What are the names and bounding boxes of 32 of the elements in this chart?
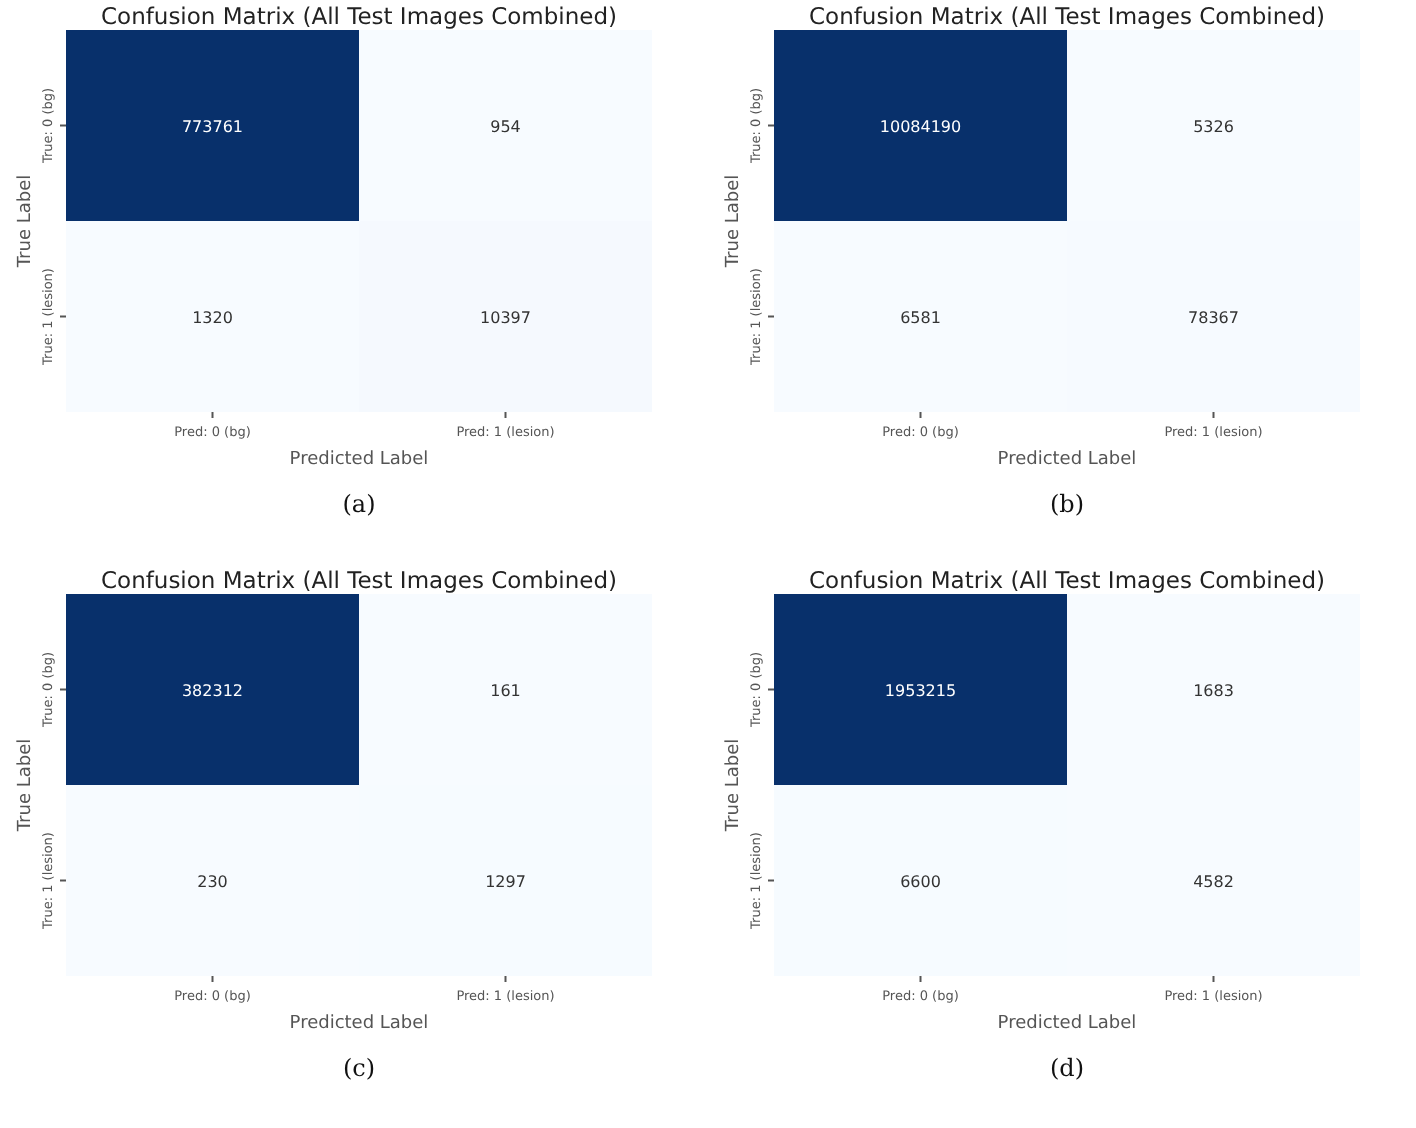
chart-title: Confusion Matrix (All Test Images Combined) <box>809 2 1325 30</box>
data-label: 161 <box>490 681 521 700</box>
chart-title: Confusion Matrix (All Test Images Combined) <box>101 566 617 594</box>
data-label: 382312 <box>181 681 244 700</box>
data-label: 10084190 <box>879 117 962 136</box>
x-axis-title: Predicted Label <box>289 450 429 470</box>
data-label: 10397 <box>480 308 531 327</box>
chart-title: Confusion Matrix (All Test Images Combined) <box>101 2 617 30</box>
text: (d) <box>1049 1054 1085 1082</box>
data-label: 773761 <box>181 117 244 136</box>
y-axis-title: True Label <box>16 174 36 270</box>
y-axis-title: True Label <box>724 738 744 834</box>
data-label: 6600 <box>900 872 941 891</box>
x-axis-title: Predicted Label <box>289 1014 429 1034</box>
data-label: 954 <box>490 117 521 136</box>
y-axis-title: True Label <box>16 738 36 834</box>
data-label: 1683 <box>1193 681 1234 700</box>
data-label: 78367 <box>1188 308 1239 327</box>
data-label: 4582 <box>1193 872 1234 891</box>
data-label: 1953215 <box>884 681 957 700</box>
text: (a) <box>342 490 376 518</box>
data-label: 1320 <box>192 308 233 327</box>
data-label: 230 <box>197 872 228 891</box>
data-label: 1297 <box>485 872 526 891</box>
data-label: 5326 <box>1193 117 1234 136</box>
text: (c) <box>342 1054 376 1082</box>
text: (b) <box>1049 490 1085 518</box>
x-axis-title: Predicted Label <box>997 450 1137 470</box>
x-axis-title: Predicted Label <box>997 1014 1137 1034</box>
data-label: 6581 <box>900 308 941 327</box>
chart-title: Confusion Matrix (All Test Images Combined) <box>809 566 1325 594</box>
y-axis-title: True Label <box>724 174 744 270</box>
